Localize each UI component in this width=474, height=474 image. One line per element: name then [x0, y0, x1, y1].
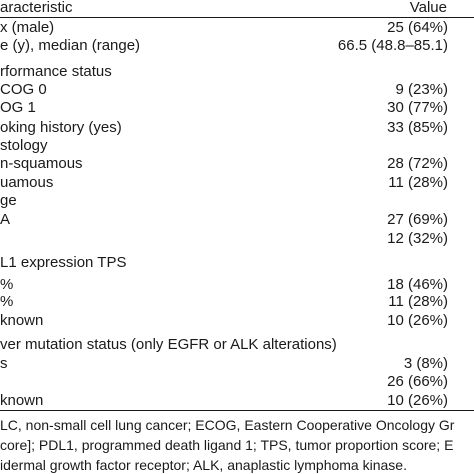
row-label: n-squamous	[0, 155, 83, 172]
row-label: L1 expression TPS	[0, 254, 127, 271]
header-value: Value	[409, 0, 447, 16]
row-label: stology	[0, 137, 48, 154]
row-label: ver mutation status (only EGFR or ALK al…	[0, 336, 337, 353]
row-value: 66.5 (48.8–85.1)	[337, 37, 448, 54]
footnote-line: idermal growth factor receptor; ALK, ana…	[0, 457, 407, 473]
row-value: 9 (23%)	[395, 81, 448, 98]
row-value: 28 (72%)	[387, 155, 448, 172]
row-value: 11 (28%)	[388, 174, 448, 191]
table-row: 26 (66%)	[0, 372, 474, 392]
table-row: known 10 (26%)	[0, 311, 474, 331]
row-label: A	[0, 211, 11, 228]
row-label: %	[0, 276, 14, 293]
table-header: aracteristic Value	[0, 0, 474, 18]
row-label: s	[0, 355, 8, 372]
row-label: OG 1	[0, 99, 36, 116]
row-value: 18 (46%)	[387, 276, 448, 293]
row-value: 3 (8%)	[403, 355, 448, 372]
row-label: known	[0, 312, 44, 329]
header-rule	[0, 17, 474, 18]
row-value: 10 (26%)	[387, 312, 448, 329]
table-row: 12 (32%)	[0, 229, 474, 249]
table-row: % 11 (28%)	[0, 292, 474, 312]
row-label: rformance status	[0, 63, 112, 80]
row-value: 10 (26%)	[387, 392, 448, 409]
row-value: 27 (69%)	[387, 211, 448, 228]
row-value: 30 (77%)	[387, 99, 448, 116]
row-label: oking history (yes)	[0, 119, 122, 136]
table-row: COG 0 9 (23%)	[0, 80, 474, 100]
table-row: ge	[0, 191, 474, 211]
row-value: 26 (66%)	[387, 373, 448, 390]
row-label: COG 0	[0, 81, 47, 98]
table-row: OG 1 30 (77%)	[0, 98, 474, 118]
table-row: oking history (yes) 33 (85%)	[0, 118, 474, 138]
table-row: A 27 (69%)	[0, 210, 474, 230]
footnote-line: LC, non-small cell lung cancer; ECOG, Ea…	[0, 417, 455, 433]
row-value: 11 (28%)	[388, 293, 448, 310]
row-label: x (male)	[0, 19, 55, 36]
row-label: uamous	[0, 174, 54, 191]
table-row: e (y), median (range) 66.5 (48.8–85.1)	[0, 36, 474, 56]
table-row: known 10 (26%)	[0, 391, 474, 411]
table-row: stology	[0, 136, 474, 156]
table-row: s 3 (8%)	[0, 354, 474, 374]
table-row: rformance status	[0, 62, 474, 82]
row-label: e (y), median (range)	[0, 37, 141, 54]
table-row: L1 expression TPS	[0, 253, 474, 273]
row-value: 25 (64%)	[387, 19, 448, 36]
footnote-line: core]; PDL1, programmed death ligand 1; …	[0, 437, 454, 453]
table-row: uamous 11 (28%)	[0, 173, 474, 193]
footer-rule	[0, 410, 474, 411]
table-row: x (male) 25 (64%)	[0, 18, 474, 38]
row-label: known	[0, 392, 44, 409]
table-row: n-squamous 28 (72%)	[0, 154, 474, 174]
table-row: % 18 (46%)	[0, 275, 474, 295]
table-row: ver mutation status (only EGFR or ALK al…	[0, 335, 474, 355]
row-value: 12 (32%)	[387, 230, 448, 247]
header-characteristic: aracteristic	[0, 0, 73, 16]
row-value: 33 (85%)	[387, 119, 448, 136]
row-label: %	[0, 293, 14, 310]
row-label: ge	[0, 192, 17, 209]
